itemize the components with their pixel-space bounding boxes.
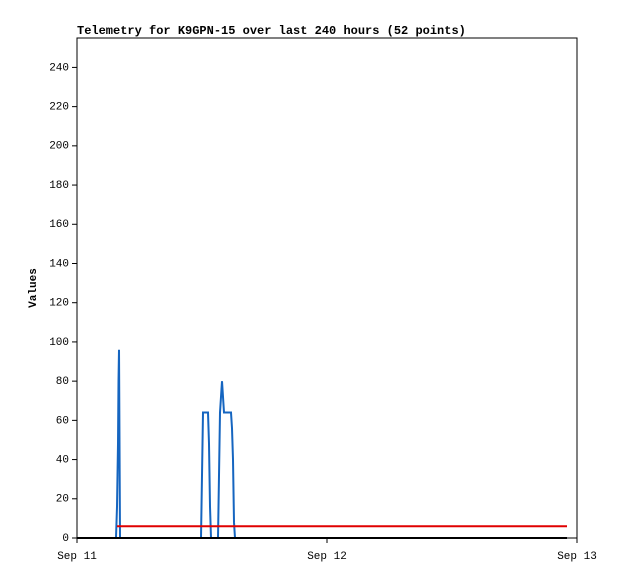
y-tick-label: 80 xyxy=(56,376,69,388)
x-tick-label: Sep 11 xyxy=(57,551,97,563)
y-tick-label: 120 xyxy=(49,298,69,310)
y-tick-label: 200 xyxy=(49,141,69,153)
chart-title: Telemetry for K9GPN-15 over last 240 hou… xyxy=(77,24,466,38)
y-tick-label: 0 xyxy=(62,533,69,545)
y-tick-label: 40 xyxy=(56,454,69,466)
y-tick-label: 240 xyxy=(49,62,69,74)
x-tick-label: Sep 13 xyxy=(557,551,597,563)
y-tick-label: 180 xyxy=(49,180,69,192)
y-tick-label: 20 xyxy=(56,494,69,506)
x-tick-label: Sep 12 xyxy=(307,551,347,563)
y-tick-label: 100 xyxy=(49,337,69,349)
y-tick-label: 220 xyxy=(49,102,69,114)
y-axis-label: Values xyxy=(28,268,40,308)
plot-frame xyxy=(76,37,578,539)
series-line xyxy=(115,349,236,539)
y-tick-label: 60 xyxy=(56,415,69,427)
y-tick-label: 160 xyxy=(49,219,69,231)
y-tick-label: 140 xyxy=(49,258,69,270)
